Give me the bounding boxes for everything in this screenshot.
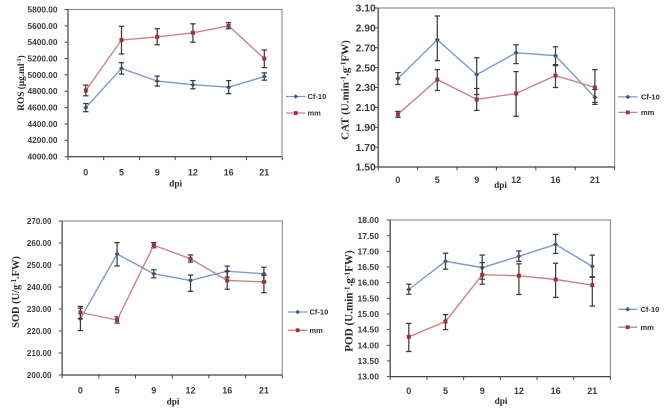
svg-text:POD (U.min-1.g-1FW): POD (U.min-1.g-1FW) [342,250,355,352]
svg-text:21: 21 [587,386,597,396]
svg-text:4600.00: 4600.00 [28,103,58,113]
svg-text:5400.00: 5400.00 [28,37,58,47]
svg-text:16.00: 16.00 [357,278,379,288]
svg-text:4400.00: 4400.00 [28,119,58,129]
svg-text:5000.00: 5000.00 [28,70,58,80]
svg-text:9: 9 [155,168,160,178]
svg-text:17.00: 17.00 [357,246,379,256]
svg-text:dpi: dpi [169,179,182,189]
svg-text:16: 16 [222,386,232,396]
svg-text:16: 16 [551,386,561,396]
svg-text:dpi: dpi [167,397,180,407]
svg-text:4000.00: 4000.00 [28,152,58,162]
svg-text:5600.00: 5600.00 [28,21,58,31]
svg-text:16: 16 [224,168,234,178]
svg-text:ROS (μg.ml-1): ROS (μg.ml-1) [16,55,27,110]
svg-text:17.50: 17.50 [357,231,379,241]
svg-text:260.00: 260.00 [27,239,52,248]
svg-text:Cf-10: Cf-10 [641,93,660,102]
svg-text:210.00: 210.00 [27,349,52,358]
svg-text:2.70: 2.70 [356,43,376,54]
svg-text:1.90: 1.90 [356,123,376,134]
svg-text:5: 5 [443,386,448,396]
svg-text:0: 0 [83,168,88,178]
svg-text:Cf-10: Cf-10 [641,305,660,314]
svg-text:mm: mm [308,109,322,118]
svg-text:1.70: 1.70 [356,143,376,154]
svg-text:mm: mm [310,326,324,335]
svg-text:9: 9 [480,386,485,396]
svg-text:0: 0 [406,386,411,396]
svg-text:13.50: 13.50 [357,356,379,366]
svg-text:21: 21 [259,386,269,396]
svg-text:15.50: 15.50 [357,293,379,303]
svg-text:15.00: 15.00 [357,309,379,319]
svg-text:mm: mm [641,323,655,332]
svg-text:9: 9 [474,175,479,185]
svg-text:2.50: 2.50 [356,63,376,74]
svg-text:1.50: 1.50 [356,163,376,174]
svg-text:2.90: 2.90 [356,24,376,35]
svg-text:200.00: 200.00 [27,371,52,380]
svg-text:14.50: 14.50 [357,325,379,335]
svg-text:12: 12 [188,168,198,178]
svg-text:0: 0 [395,175,400,185]
svg-text:270.00: 270.00 [27,217,52,226]
svg-text:5800.00: 5800.00 [28,4,58,14]
svg-text:mm: mm [641,108,655,117]
svg-text:4200.00: 4200.00 [28,135,58,145]
svg-text:12: 12 [514,386,524,396]
svg-text:16.50: 16.50 [357,262,379,272]
svg-text:Cf-10: Cf-10 [308,92,327,101]
svg-text:13.00: 13.00 [357,372,379,382]
svg-text:14.00: 14.00 [357,340,379,350]
svg-text:dpi: dpi [495,396,508,406]
svg-text:dpi: dpi [494,180,507,190]
svg-text:3.10: 3.10 [356,4,376,15]
svg-text:21: 21 [590,175,600,185]
svg-text:9: 9 [151,386,156,396]
svg-text:12: 12 [511,175,521,185]
svg-text:12: 12 [185,386,195,396]
svg-text:230.00: 230.00 [27,305,52,314]
svg-text:240.00: 240.00 [27,283,52,292]
svg-text:18.00: 18.00 [357,215,379,225]
svg-text:CAT (U.min-1.g-1FW): CAT (U.min-1.g-1FW) [338,40,351,140]
svg-text:5200.00: 5200.00 [28,54,58,64]
svg-text:21: 21 [259,168,269,178]
svg-text:16: 16 [550,175,560,185]
svg-text:5: 5 [115,386,120,396]
svg-text:SOD (U/g-1.FW): SOD (U/g-1.FW) [10,256,22,328]
svg-text:2.30: 2.30 [356,83,376,94]
svg-text:5: 5 [435,175,440,185]
svg-text:220.00: 220.00 [27,327,52,336]
svg-text:5: 5 [119,168,124,178]
svg-text:2.10: 2.10 [356,103,376,114]
svg-text:Cf-10: Cf-10 [310,308,329,317]
svg-text:0: 0 [78,386,83,396]
svg-text:250.00: 250.00 [27,261,52,270]
svg-text:4800.00: 4800.00 [28,86,58,96]
